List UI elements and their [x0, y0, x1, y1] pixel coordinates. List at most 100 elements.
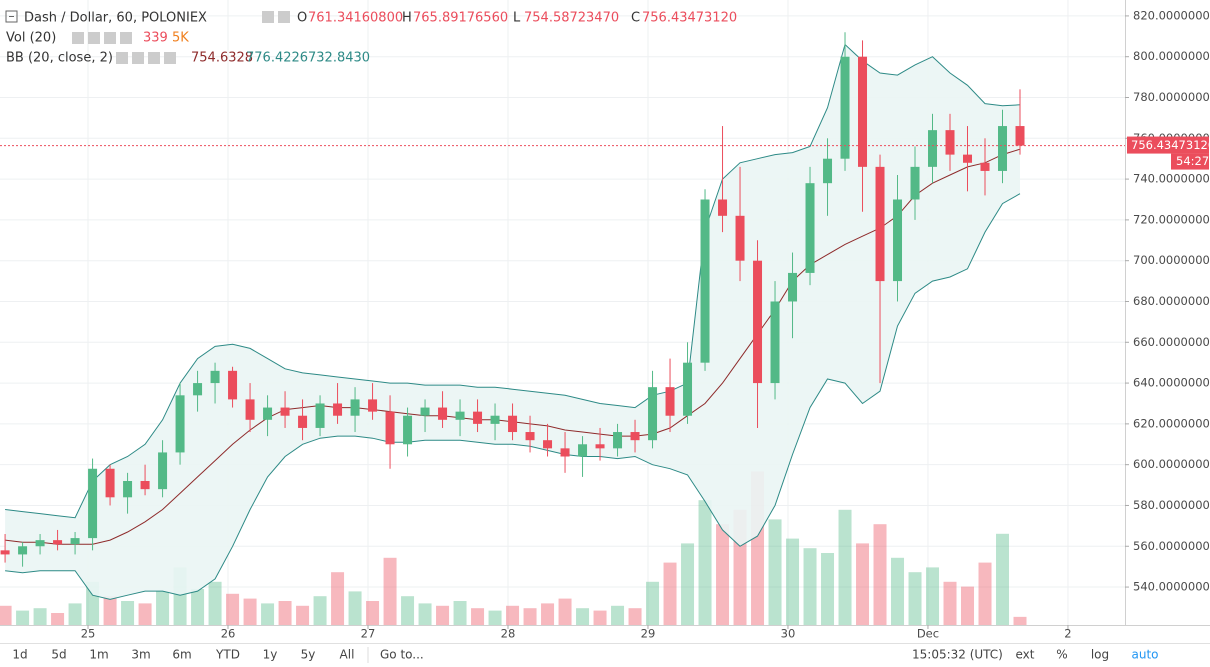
candle-body [700, 199, 710, 363]
volume-bar [138, 603, 152, 625]
candle-body [648, 387, 658, 441]
bb-upper-value: 776.4226 [246, 51, 308, 66]
goto-button[interactable]: Go to... [380, 648, 424, 662]
candle-body [193, 383, 203, 396]
candle-body [298, 415, 308, 428]
candle-body [123, 480, 133, 498]
candle-body [525, 432, 535, 441]
collapse-icon[interactable] [5, 10, 18, 23]
option-button[interactable]: ext [1016, 648, 1035, 662]
range-button[interactable]: 1m [89, 648, 108, 662]
range-button[interactable]: 1d [12, 648, 27, 662]
candle-body [858, 56, 868, 167]
volume-bar [436, 605, 450, 625]
candle-body [910, 166, 920, 200]
range-button[interactable]: 3m [131, 648, 150, 662]
range-button[interactable]: 6m [172, 648, 191, 662]
y-tick-label: 720.00000000 [1133, 212, 1210, 226]
volume-bar [348, 591, 362, 625]
volume-bar [768, 519, 782, 625]
volume-bar [0, 605, 12, 625]
candle-body [980, 162, 990, 171]
settings-icon[interactable] [104, 32, 116, 44]
volume-bar [978, 562, 992, 625]
candle-body [140, 480, 150, 490]
volume-bar [523, 608, 537, 625]
settings-icon[interactable] [148, 52, 160, 64]
option-button[interactable]: % [1056, 648, 1067, 662]
range-button[interactable]: 5d [51, 648, 66, 662]
settings-icon[interactable] [262, 11, 274, 23]
volume-bar [593, 610, 607, 625]
range-button[interactable]: 1y [263, 648, 278, 662]
candle-body [560, 448, 570, 457]
option-button[interactable]: auto [1131, 648, 1158, 662]
volume-bar [891, 557, 905, 625]
candle-body [788, 272, 798, 302]
settings-icon[interactable] [116, 52, 128, 64]
candle-body [963, 154, 973, 163]
volume-bar [366, 601, 380, 625]
volume-bar [488, 610, 502, 625]
ohlc-value: 761.34160800 [308, 11, 403, 26]
bb-lower [5, 193, 1021, 600]
volume-bar [33, 608, 47, 625]
volume-bar [996, 533, 1010, 625]
candle-body [735, 215, 745, 261]
y-tick-label: 640.00000000 [1133, 376, 1210, 390]
y-tick-label: 600.00000000 [1133, 457, 1210, 471]
volume-bar [418, 603, 432, 625]
candle-body [840, 56, 850, 159]
range-button[interactable]: YTD [215, 648, 240, 662]
candle-body [805, 183, 815, 273]
x-tick-label: 2 [1064, 627, 1071, 641]
settings-icon[interactable] [120, 32, 132, 44]
volume-bar [16, 610, 30, 625]
option-button[interactable]: log [1091, 648, 1109, 662]
volume-bar [121, 601, 135, 625]
symbol-title: Dash / Dollar, 60, POLONIEX [24, 11, 207, 26]
x-tick-label: 27 [361, 627, 376, 641]
bb-mid-value: 754.6328 [191, 51, 253, 66]
candle-body [420, 407, 430, 416]
ohlc-key: O [297, 11, 307, 26]
y-tick-label: 680.00000000 [1133, 294, 1210, 308]
settings-icon[interactable] [164, 52, 176, 64]
candle-body [88, 468, 98, 539]
settings-icon[interactable] [278, 11, 290, 23]
candle-body [823, 158, 833, 184]
candle-body [245, 399, 255, 420]
candle-body [158, 452, 168, 490]
volume-bar [401, 596, 415, 625]
volume-bar [838, 509, 852, 625]
plot-area [0, 32, 1125, 625]
last-price-label: 756.43473120 [1131, 138, 1210, 152]
volume-bar [926, 567, 940, 625]
bb-fill [5, 44, 1021, 600]
bb-lower-value: 732.8430 [308, 51, 370, 66]
volume-bar [506, 605, 520, 625]
volume-bar [698, 500, 712, 625]
candle-body [210, 370, 220, 384]
candle-body [315, 403, 325, 428]
candle-body [490, 415, 500, 424]
settings-icon[interactable] [88, 32, 100, 44]
x-tick-label: 29 [641, 627, 656, 641]
candle-body [70, 538, 80, 545]
range-button[interactable]: All [340, 648, 355, 662]
volume-bar [313, 596, 327, 625]
volume-bar [576, 608, 590, 625]
candle-body [893, 199, 903, 282]
settings-icon[interactable] [72, 32, 84, 44]
range-button[interactable]: 5y [301, 648, 316, 662]
volume-bar [681, 543, 695, 625]
candle-body [928, 130, 938, 167]
candle-body [998, 126, 1008, 171]
volume-bar [156, 591, 170, 625]
volume-bar [611, 605, 625, 625]
x-tick-label: Dec [917, 627, 939, 641]
y-tick-label: 800.00000000 [1133, 49, 1210, 63]
settings-icon[interactable] [132, 52, 144, 64]
candle-body [613, 432, 623, 449]
